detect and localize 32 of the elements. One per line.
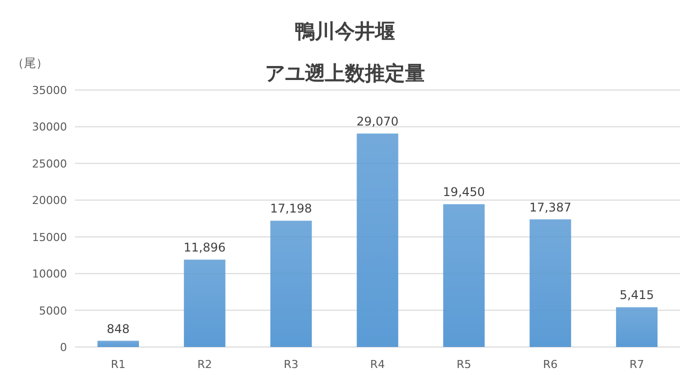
x-tick-label: R3 xyxy=(284,358,298,371)
x-tick-label: R1 xyxy=(110,358,126,371)
data-label: 17,198 xyxy=(270,202,312,216)
data-label: 11,896 xyxy=(184,240,226,255)
x-tick-label: R4 xyxy=(370,358,385,371)
data-label: 19,450 xyxy=(442,185,485,200)
x-tick-label: R5 xyxy=(456,358,472,371)
bar xyxy=(530,219,572,347)
y-tick-label: 25000 xyxy=(32,157,67,170)
y-tick-label: 20000 xyxy=(32,194,67,208)
bar xyxy=(270,220,312,347)
bar xyxy=(443,204,485,347)
x-tick-label: R7 xyxy=(629,358,644,371)
chart-subtitle: アユ遡上数推定量 xyxy=(265,61,425,85)
chart-title: 鴨川今井堰 xyxy=(295,19,395,43)
x-tick-label: R6 xyxy=(543,358,558,371)
data-label: 17,387 xyxy=(529,200,572,214)
y-tick-label: 0 xyxy=(60,341,67,354)
data-label: 848 xyxy=(106,322,130,336)
y-tick-label: 30000 xyxy=(32,120,67,134)
y-tick-label: 15000 xyxy=(32,230,67,244)
y-tick-label: 5000 xyxy=(39,304,67,318)
bar xyxy=(184,260,226,347)
y-tick-label: 35000 xyxy=(32,84,67,97)
y-axis-title: （尾） xyxy=(12,56,48,70)
x-tick-label: R2 xyxy=(197,358,212,371)
data-label: 29,070 xyxy=(356,114,398,129)
bar xyxy=(356,134,398,347)
data-label: 5,415 xyxy=(620,288,654,302)
bar xyxy=(616,307,658,347)
y-tick-label: 10000 xyxy=(32,268,67,281)
bar xyxy=(97,340,139,347)
